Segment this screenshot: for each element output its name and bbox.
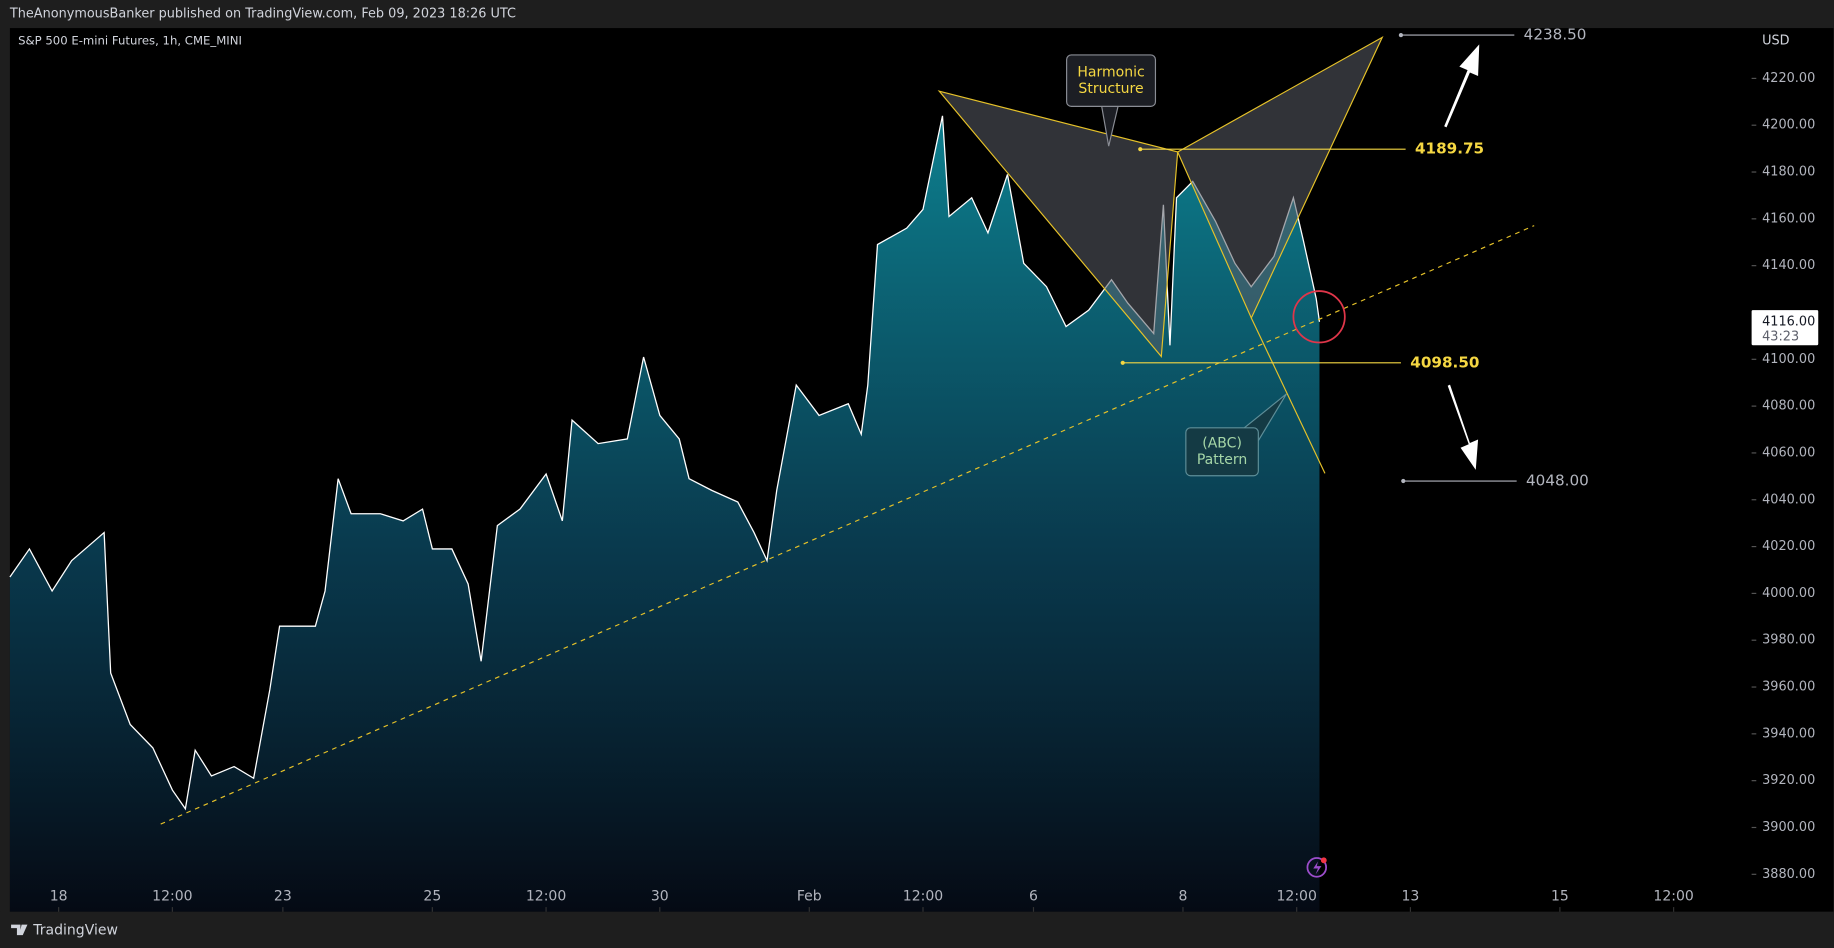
y-tick-label: 3880.00 (1762, 867, 1815, 882)
price-level-label: 4189.75 (1415, 140, 1484, 158)
currency: USD (1762, 33, 1790, 48)
y-tick-label: 4100.00 (1762, 352, 1815, 367)
alert-bolt (1313, 861, 1322, 875)
price-area (9, 115, 1320, 912)
x-tick-label: 23 (274, 889, 292, 905)
y-tick-label: 4200.00 (1762, 118, 1815, 133)
arrow-up (1444, 44, 1480, 128)
y-tick-label: 3920.00 (1762, 773, 1815, 788)
arrow-down (1447, 384, 1479, 470)
logo (11, 924, 28, 936)
y-tick-label: 4180.00 (1762, 165, 1815, 180)
x-tick-label: 13 (1402, 889, 1420, 905)
price-level-anchor (1138, 147, 1143, 152)
x-tick-label: 30 (651, 889, 669, 905)
abc-leg (1250, 317, 1326, 474)
x-tick-label: 6 (1029, 889, 1038, 905)
harmonic-left (937, 90, 1179, 358)
callout-text: Harmonic (1077, 64, 1144, 80)
price-level-label: 4048.00 (1526, 472, 1589, 490)
y-tick-label: 4040.00 (1762, 492, 1815, 507)
drawings: 4238.50 4189.75 4098.50 4048.00 HarmonicStru… (160, 26, 1589, 878)
highlight-circle (1292, 290, 1346, 344)
price-level-label: 4098.50 (1410, 353, 1479, 371)
y-tick-label: 3940.00 (1762, 726, 1815, 741)
price-level-label: 4238.50 (1524, 26, 1587, 44)
y-tick-label: 3960.00 (1762, 680, 1815, 695)
callout-text: Pattern (1197, 452, 1247, 468)
price-level-anchor (1401, 478, 1406, 484)
x-tick-label: 12:00 (903, 889, 943, 905)
x-tick-label: 18 (50, 889, 68, 905)
footer-bar (0, 911, 1834, 948)
x-tick-label: 8 (1179, 889, 1188, 905)
y-tick-label: 4020.00 (1762, 539, 1815, 554)
callout-text: Structure (1078, 81, 1143, 97)
callout-box (1066, 54, 1157, 107)
y-tick-label: 4060.00 (1762, 445, 1815, 460)
symbol-title: S&P 500 E-mini Futures, 1h, CME_MINI (18, 33, 242, 47)
countdown: 43:23 (1762, 330, 1799, 345)
trendline (160, 225, 1535, 825)
callout-text: (ABC) (1202, 436, 1242, 452)
price-level-anchor (1398, 32, 1404, 38)
y-tick-label: 4140.00 (1762, 258, 1815, 273)
alert-dot (1320, 857, 1327, 864)
x-tick-label: 12:00 (152, 889, 192, 905)
x-tick-label: 12:00 (526, 889, 566, 905)
alert-icon (1306, 857, 1328, 878)
price-level-anchor (1120, 360, 1125, 365)
harmonic-right (1176, 36, 1384, 320)
y-tick-label: 4160.00 (1762, 211, 1815, 226)
x-tick-label: 12:00 (1276, 889, 1316, 905)
x-tick-label: 25 (423, 889, 441, 905)
y-tick-label: 3980.00 (1762, 633, 1815, 648)
last-price-label: 4116.00 (1762, 314, 1815, 329)
callout-box (1185, 427, 1259, 477)
last-price-box (1751, 310, 1819, 346)
x-tick-label: 12:00 (1653, 889, 1693, 905)
footer: TradingView (32, 922, 118, 938)
x-tick-label: Feb (797, 889, 822, 905)
y-tick-label: 4220.00 (1762, 71, 1815, 86)
x-tick-label: 15 (1551, 889, 1569, 905)
y-tick-label: 3900.00 (1762, 820, 1815, 835)
callout-pointer (1101, 106, 1119, 147)
y-tick-label: 4000.00 (1762, 586, 1815, 601)
header: TheAnonymousBanker published on TradingV… (9, 7, 516, 22)
y-tick-label: 4080.00 (1762, 399, 1815, 414)
